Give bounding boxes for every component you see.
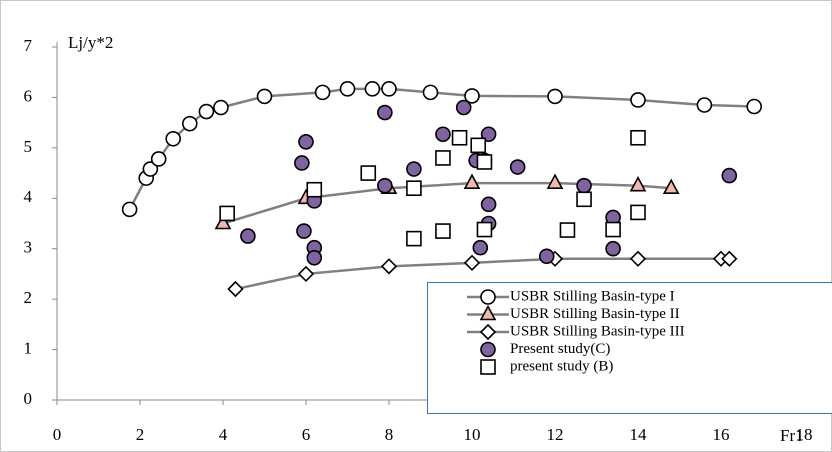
x-tick-label: 14 [630,425,648,444]
x-tick-label: 10 [464,425,481,444]
point [377,177,393,194]
y-tick-label: 1 [24,338,33,357]
y-tick-label: 6 [24,86,33,105]
point [314,84,331,101]
point [306,181,323,198]
y-tick-label: 3 [24,238,33,257]
x-axis-label: Fr1 [780,426,804,445]
series-line [222,181,672,225]
point [629,250,647,267]
point [605,221,621,238]
point [381,81,397,97]
legend-marker [480,359,496,375]
x-tick-label: 2 [136,425,145,444]
point [435,223,451,239]
point [406,161,422,177]
point [121,201,138,218]
x-tick-label: 12 [547,425,564,444]
point [219,205,235,222]
point [451,129,468,146]
point [364,81,381,97]
point [306,249,323,266]
point [630,129,646,146]
legend-marker [479,323,497,341]
legend: USBR Stilling Basin-type I USBR Stilling … [427,282,832,414]
legend-marker [479,304,497,321]
point [559,222,576,238]
point [576,177,592,194]
legend-marker [480,289,496,305]
point [576,191,592,208]
x-tick-label: 0 [53,425,62,444]
point [538,248,555,265]
point [150,151,167,167]
point [630,92,646,108]
point [256,88,273,105]
y-axis-label: Lj/y*2 [68,33,113,52]
point [629,175,647,192]
point [455,99,472,116]
legend-label: USBR Stilling Basin-type III [510,323,685,339]
point [422,84,439,101]
point [476,221,493,238]
y-tick-label: 7 [24,36,33,55]
point [406,180,422,196]
point [547,88,563,105]
point [240,228,256,244]
x-tick-label: 18 [796,425,813,444]
y-tick-label: 0 [24,389,33,408]
point [463,254,481,271]
legend-label: USBR Stilling Basin-type II [510,306,680,322]
point [662,178,680,194]
x-tick-label: 4 [219,425,228,444]
point [339,81,356,97]
point [476,154,493,170]
point [746,98,763,115]
point [214,213,232,230]
point [721,167,738,184]
legend-label: present study (B) [510,358,613,374]
point [696,97,713,113]
point [165,130,181,147]
point [463,173,481,189]
point [213,99,229,116]
point [406,230,422,247]
point [509,159,526,175]
x-tick-label: 6 [302,425,311,444]
legend-marker [480,341,496,358]
x-tick-label: 16 [713,425,730,444]
point [182,115,198,132]
point [472,239,489,256]
point [377,104,393,121]
point [296,223,312,239]
point [721,250,738,267]
point [297,265,315,283]
point [298,134,314,150]
point [435,126,451,143]
x-tick-label: 8 [385,425,394,444]
point [546,173,564,189]
point [435,150,451,166]
y-tick-label: 2 [24,288,33,307]
point [227,280,244,298]
point [464,88,480,104]
point [630,204,646,221]
point [198,103,215,120]
point [380,258,398,275]
point [294,155,310,171]
legend-label: USBR Stilling Basin-type I [510,288,675,304]
legend-label: Present study(C) [510,341,610,357]
point [605,240,621,257]
point [480,196,497,213]
point [470,137,487,154]
series-line [235,257,730,291]
y-tick-label: 5 [24,137,33,156]
y-tick-label: 4 [24,187,33,206]
point [360,165,377,181]
point [142,161,159,177]
